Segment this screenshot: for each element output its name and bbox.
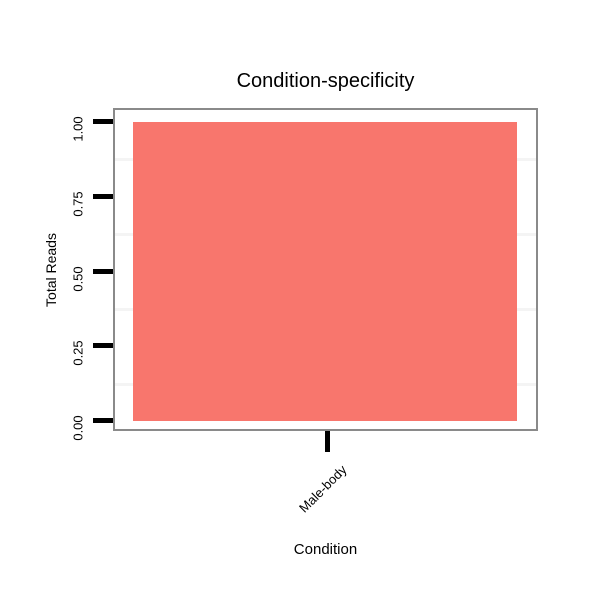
y-axis-title: Total Reads	[43, 233, 59, 307]
y-tick-label: 1.00	[70, 116, 86, 142]
x-tick-label-male-body: Male-body	[296, 462, 350, 516]
y-tick-label: 0.50	[70, 265, 86, 292]
y-tick-label: 0.25	[70, 340, 86, 366]
x-axis-title: Condition	[293, 541, 358, 558]
chart-title: Condition-specificity	[236, 70, 415, 92]
bar-male-body	[132, 122, 517, 421]
y-tick-label: 0.75	[70, 191, 86, 217]
y-axis-tick	[93, 193, 113, 199]
y-axis-tick	[93, 343, 113, 349]
y-axis-tick	[93, 119, 113, 124]
y-axis-tick	[93, 268, 113, 274]
y-axis-tick	[93, 418, 113, 423]
x-axis-tick	[325, 431, 330, 452]
plot-panel	[113, 108, 538, 431]
y-tick-label: 0.00	[70, 415, 86, 441]
